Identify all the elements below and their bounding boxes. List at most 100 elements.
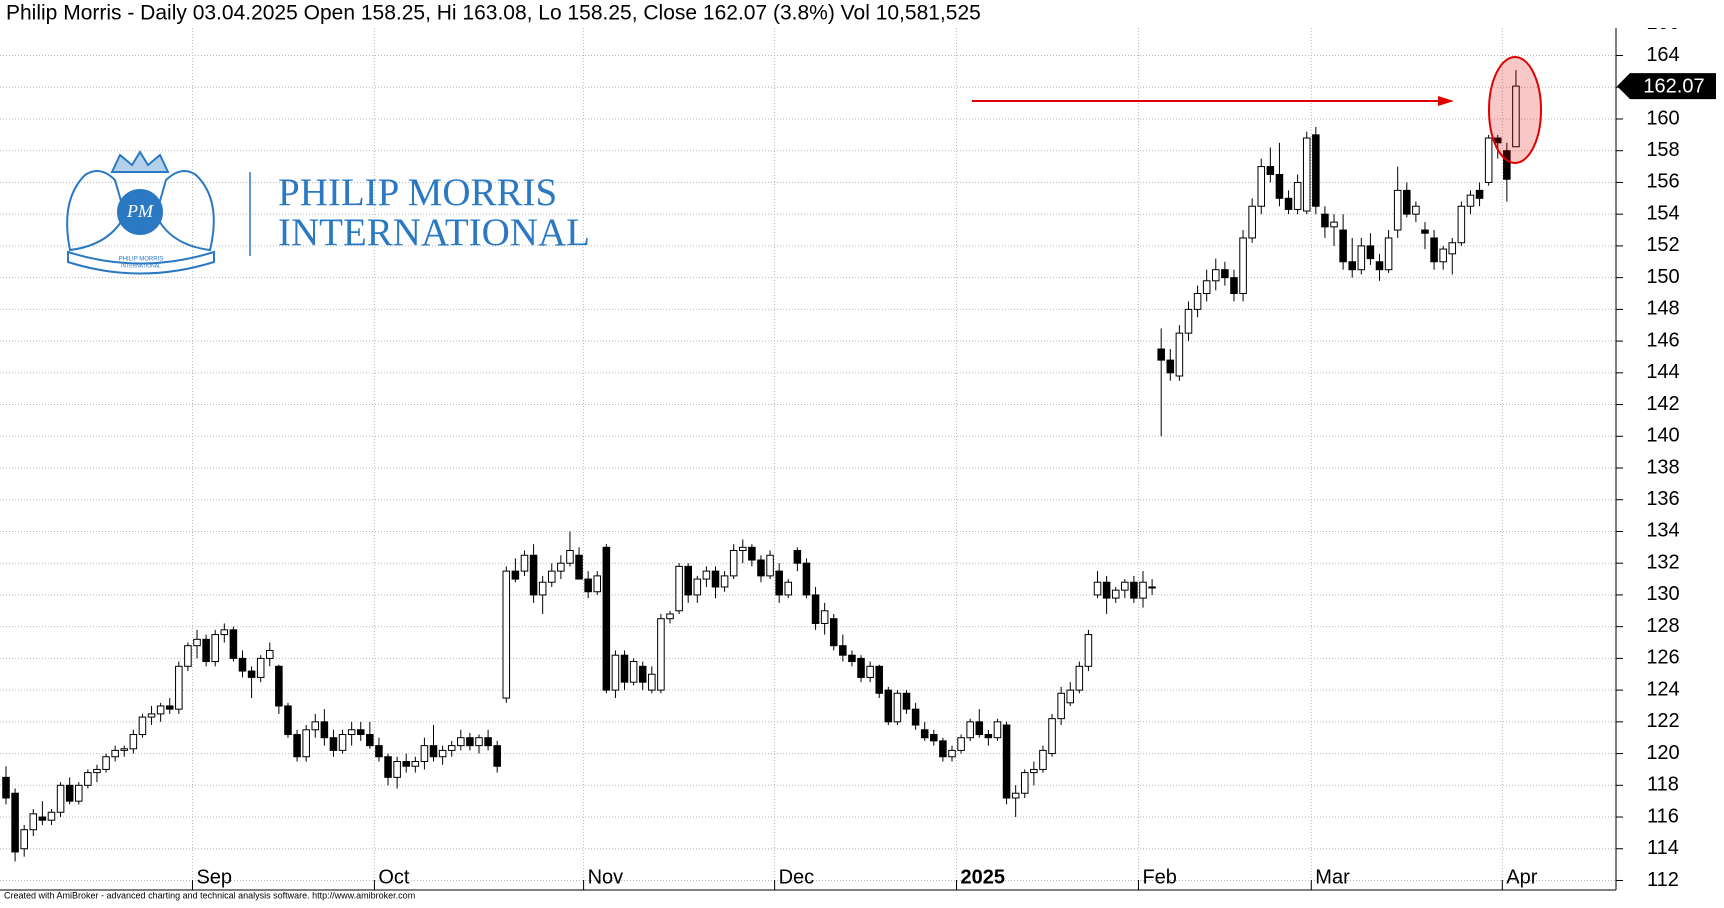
candle-body [229, 629, 238, 659]
candle-body [1512, 85, 1520, 148]
y-tick-label: 114 [1647, 837, 1679, 859]
candle-body [575, 554, 583, 580]
candle-body [1457, 205, 1466, 244]
candle-body [29, 813, 38, 831]
candle-body [1375, 261, 1384, 271]
candle-body [957, 737, 965, 751]
candle-body [1312, 134, 1320, 207]
x-tick-label: Mar [1315, 866, 1350, 888]
x-tick-label: Feb [1142, 866, 1176, 888]
candle-body [284, 705, 292, 736]
candle-body [584, 578, 592, 593]
y-tick-label: 136 [1646, 488, 1679, 510]
candle-body [1448, 242, 1457, 255]
candle-body [1121, 581, 1129, 591]
candle-body [329, 737, 338, 751]
candle-body [520, 554, 529, 572]
candle-body [384, 756, 392, 778]
candle-body [893, 692, 902, 723]
candle-body [1284, 197, 1293, 210]
candle-body [1002, 724, 1011, 799]
candle-body [1266, 166, 1275, 176]
candle-body [1139, 581, 1147, 599]
candle-body [547, 570, 556, 583]
candle-body [1403, 189, 1411, 215]
candle-body [502, 570, 511, 699]
emblem [66, 150, 215, 275]
candle-body [38, 816, 47, 821]
candle-body [347, 729, 356, 736]
candle-body [1084, 634, 1093, 667]
candle-body [602, 546, 611, 691]
y-tick-label: 120 [1646, 742, 1679, 764]
emblem-ribbon [67, 250, 215, 275]
candle-body [1321, 213, 1329, 228]
candle-body [1330, 221, 1338, 228]
logo: PM PHILIP MORRIS INTERNATIONAL PHILIP MO… [66, 150, 590, 275]
emblem-monogram: PM [126, 201, 154, 221]
candle-body [1412, 205, 1420, 215]
candle-body [47, 811, 56, 821]
candle-body [1484, 137, 1493, 183]
candle-body [320, 721, 329, 739]
y-tick-label: 142 [1646, 393, 1679, 415]
candle-body [11, 792, 19, 853]
candle-body [65, 784, 74, 802]
candle-body [966, 721, 974, 739]
candle-body [1030, 768, 1038, 774]
candle-body [2, 776, 10, 799]
candle-body [56, 784, 65, 813]
candle-body [884, 689, 893, 723]
x-tick-label: Nov [588, 866, 624, 888]
candle-body [1357, 245, 1366, 271]
annotation-arrowhead [1438, 96, 1454, 106]
candle-body [593, 575, 602, 593]
candle-body [848, 654, 856, 663]
candle-body [939, 740, 947, 758]
candle-body [1184, 308, 1193, 334]
candle-body [729, 549, 738, 577]
candle-body [720, 575, 729, 588]
candle-body [875, 665, 883, 694]
candle-body [802, 562, 811, 596]
candle-body [1248, 205, 1256, 239]
emblem-lion-left [66, 170, 127, 252]
candle-body [993, 721, 1002, 739]
candle-body [111, 749, 119, 758]
candle-body [1020, 772, 1029, 794]
y-tick-label: 150 [1646, 266, 1679, 288]
candle-body [1466, 194, 1475, 207]
candle-body [629, 661, 638, 683]
x-tick-label: Apr [1506, 866, 1537, 888]
footer: Created with AmiBroker - advanced charti… [4, 890, 415, 900]
y-tick-label: 148 [1646, 298, 1679, 320]
candles [2, 70, 1520, 862]
candle-body [775, 570, 783, 596]
candle-body [829, 618, 838, 647]
candle-body [102, 756, 110, 770]
candle-body [247, 670, 256, 678]
candle-body [684, 565, 692, 596]
candle-body [429, 745, 438, 758]
title-band [0, 0, 1724, 28]
y-tick-label: 128 [1646, 615, 1679, 637]
candle-body [211, 634, 219, 663]
candle-body [793, 549, 802, 564]
candle-body [1230, 277, 1238, 294]
candle-body [129, 734, 138, 750]
candle-body [566, 549, 574, 564]
candle-body [620, 654, 629, 683]
candle-body [1503, 150, 1511, 180]
candle-body [1093, 581, 1102, 596]
y-tick-label: 146 [1646, 329, 1679, 351]
candle-body [1366, 245, 1375, 260]
candle-body [447, 745, 456, 751]
candle-body [1048, 718, 1056, 755]
candle-body [820, 610, 829, 624]
candle-body [1075, 665, 1084, 691]
candle-body [666, 613, 674, 620]
candle-body [311, 721, 320, 731]
y-tick-label: 126 [1646, 647, 1679, 669]
candle-body [411, 760, 420, 767]
